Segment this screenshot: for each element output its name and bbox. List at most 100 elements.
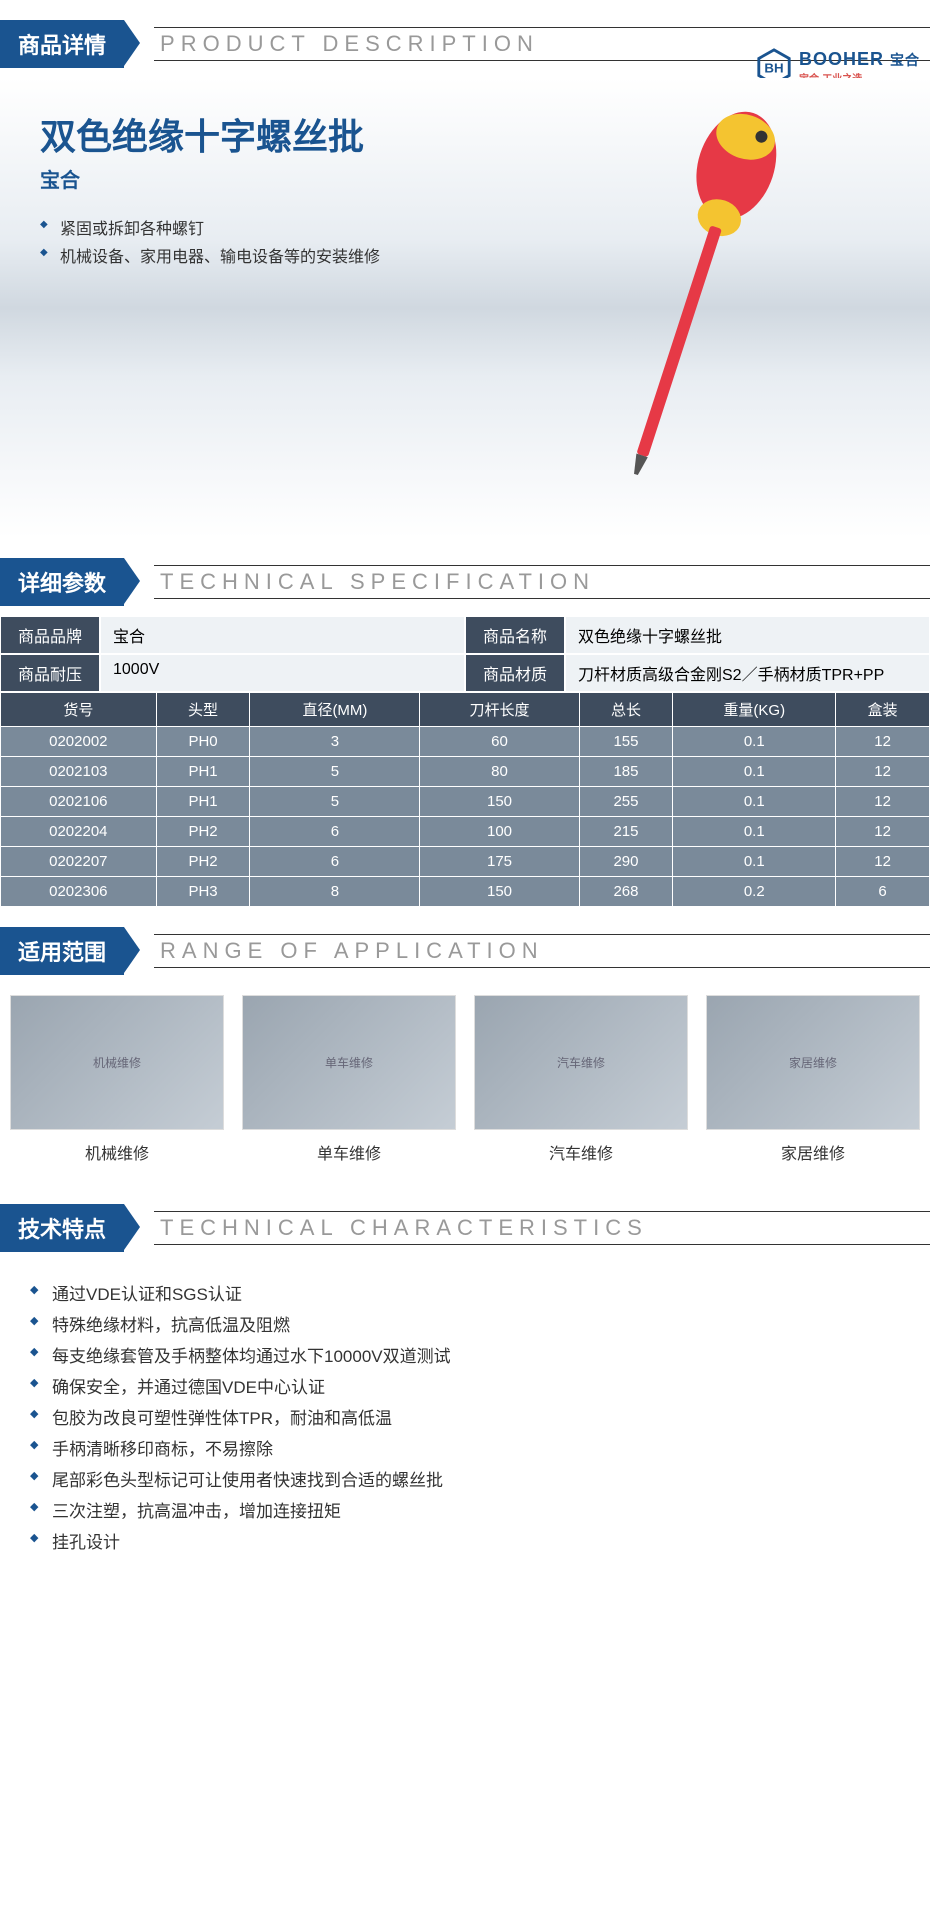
application-item: 家居维修家居维修 <box>706 995 920 1164</box>
label-name: 商品名称 <box>465 616 565 654</box>
label-brand: 商品品牌 <box>0 616 100 654</box>
table-cell: 0202306 <box>1 877 157 907</box>
table-cell: 0202106 <box>1 787 157 817</box>
value-material: 刀杆材质高级合金刚S2／手柄材质TPR+PP <box>565 654 930 692</box>
table-cell: 12 <box>836 727 930 757</box>
table-cell: 175 <box>420 847 579 877</box>
logo-brand-en: BOOHER <box>799 49 884 69</box>
application-image: 汽车维修 <box>474 995 688 1130</box>
table-cell: 0.1 <box>673 787 836 817</box>
application-item: 汽车维修汽车维修 <box>474 995 688 1164</box>
table-row: 0202204PH261002150.112 <box>1 817 930 847</box>
table-cell: 6 <box>250 847 420 877</box>
tab-characteristics: 技术特点 <box>0 1204 124 1252</box>
characteristics-list: 通过VDE认证和SGS认证特殊绝缘材料，抗高低温及阻燃每支绝缘套管及手柄整体均通… <box>0 1262 930 1571</box>
tab-spec: 详细参数 <box>0 558 124 606</box>
table-cell: 185 <box>579 757 673 787</box>
application-label: 机械维修 <box>10 1140 224 1164</box>
characteristic-item: 每支绝缘套管及手柄整体均通过水下10000V双道测试 <box>30 1339 900 1370</box>
characteristic-item: 手柄清晰移印商标，不易擦除 <box>30 1432 900 1463</box>
value-brand: 宝合 <box>100 616 465 654</box>
table-row: 0202002PH03601550.112 <box>1 727 930 757</box>
table-cell: 8 <box>250 877 420 907</box>
table-row: 0202207PH261752900.112 <box>1 847 930 877</box>
table-cell: 0.1 <box>673 847 836 877</box>
table-cell: 0.1 <box>673 727 836 757</box>
table-row: 0202106PH151502550.112 <box>1 787 930 817</box>
section-header-char: 技术特点 TECHNICAL CHARACTERISTICS <box>0 1204 930 1252</box>
table-cell: 0.2 <box>673 877 836 907</box>
table-row: 0202306PH381502680.26 <box>1 877 930 907</box>
table-cell: 0202002 <box>1 727 157 757</box>
application-item: 机械维修机械维修 <box>10 995 224 1164</box>
table-cell: 268 <box>579 877 673 907</box>
table-cell: 0202204 <box>1 817 157 847</box>
application-label: 家居维修 <box>706 1140 920 1164</box>
table-header-cell: 重量(KG) <box>673 693 836 727</box>
subtitle-char: TECHNICAL CHARACTERISTICS <box>154 1215 930 1241</box>
table-cell: PH1 <box>156 787 250 817</box>
application-image: 机械维修 <box>10 995 224 1130</box>
table-cell: 12 <box>836 817 930 847</box>
table-cell: 255 <box>579 787 673 817</box>
table-cell: 5 <box>250 787 420 817</box>
table-cell: PH2 <box>156 847 250 877</box>
table-header-cell: 盒装 <box>836 693 930 727</box>
table-cell: 150 <box>420 877 579 907</box>
characteristic-item: 确保安全，并通过德国VDE中心认证 <box>30 1370 900 1401</box>
table-header-row: 货号头型直径(MM)刀杆长度总长重量(KG)盒装 <box>1 693 930 727</box>
application-image: 单车维修 <box>242 995 456 1130</box>
characteristic-item: 包胶为改良可塑性弹性体TPR，耐油和高低温 <box>30 1401 900 1432</box>
table-cell: 12 <box>836 847 930 877</box>
table-cell: 215 <box>579 817 673 847</box>
value-name: 双色绝缘十字螺丝批 <box>565 616 930 654</box>
table-cell: 3 <box>250 727 420 757</box>
characteristic-item: 三次注塑，抗高温冲击，增加连接扭矩 <box>30 1494 900 1525</box>
table-cell: 0202207 <box>1 847 157 877</box>
table-cell: 155 <box>579 727 673 757</box>
table-header-cell: 货号 <box>1 693 157 727</box>
table-body: 0202002PH03601550.1120202103PH15801850.1… <box>1 727 930 907</box>
table-cell: 0.1 <box>673 817 836 847</box>
spec-info-grid: 商品品牌 宝合 商品名称 双色绝缘十字螺丝批 商品耐压 1000V 商品材质 刀… <box>0 616 930 692</box>
characteristic-item: 特殊绝缘材料，抗高低温及阻燃 <box>30 1308 900 1339</box>
table-cell: 5 <box>250 757 420 787</box>
application-item: 单车维修单车维修 <box>242 995 456 1164</box>
table-header-cell: 头型 <box>156 693 250 727</box>
value-voltage: 1000V <box>100 654 465 692</box>
screwdriver-image <box>550 98 830 518</box>
table-cell: 290 <box>579 847 673 877</box>
table-cell: 0202103 <box>1 757 157 787</box>
section-header-app: 适用范围 RANGE OF APPLICATION <box>0 927 930 975</box>
table-header-cell: 刀杆长度 <box>420 693 579 727</box>
table-cell: PH1 <box>156 757 250 787</box>
table-cell: PH0 <box>156 727 250 757</box>
table-cell: 12 <box>836 757 930 787</box>
label-voltage: 商品耐压 <box>0 654 100 692</box>
characteristic-item: 尾部彩色头型标记可让使用者快速找到合适的螺丝批 <box>30 1463 900 1494</box>
characteristic-item: 通过VDE认证和SGS认证 <box>30 1277 900 1308</box>
table-cell: 12 <box>836 787 930 817</box>
logo-brand-cn: 宝合 <box>890 52 920 68</box>
table-header-cell: 直径(MM) <box>250 693 420 727</box>
table-row: 0202103PH15801850.112 <box>1 757 930 787</box>
hero-banner: 双色绝缘十字螺丝批 宝合 紧固或拆卸各种螺钉机械设备、家用电器、输电设备等的安装… <box>0 78 930 538</box>
subtitle-app: RANGE OF APPLICATION <box>154 938 930 964</box>
table-cell: 100 <box>420 817 579 847</box>
svg-text:BH: BH <box>764 61 783 76</box>
application-label: 汽车维修 <box>474 1140 688 1164</box>
spec-table: 货号头型直径(MM)刀杆长度总长重量(KG)盒装 0202002PH036015… <box>0 692 930 907</box>
table-cell: 80 <box>420 757 579 787</box>
section-header-spec: 详细参数 TECHNICAL SPECIFICATION <box>0 558 930 606</box>
table-cell: 6 <box>250 817 420 847</box>
label-material: 商品材质 <box>465 654 565 692</box>
application-label: 单车维修 <box>242 1140 456 1164</box>
tab-application: 适用范围 <box>0 927 124 975</box>
table-cell: 150 <box>420 787 579 817</box>
table-cell: 60 <box>420 727 579 757</box>
table-cell: PH3 <box>156 877 250 907</box>
table-header-cell: 总长 <box>579 693 673 727</box>
application-image: 家居维修 <box>706 995 920 1130</box>
subtitle-spec: TECHNICAL SPECIFICATION <box>154 569 930 595</box>
table-cell: 6 <box>836 877 930 907</box>
